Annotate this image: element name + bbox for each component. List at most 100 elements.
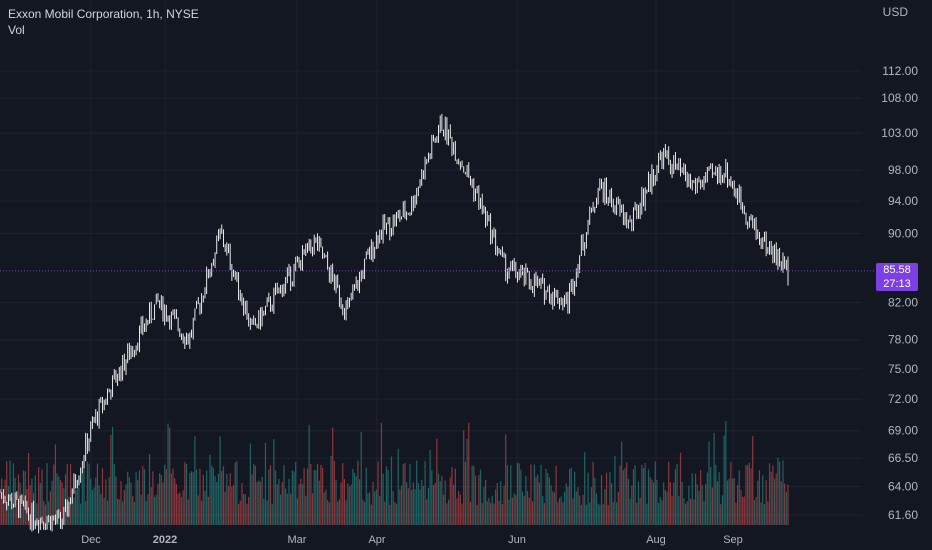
volume-bar: [241, 483, 243, 525]
volume-bar: [654, 461, 656, 525]
volume-bar: [592, 461, 594, 525]
volume-bar: [159, 473, 161, 525]
volume-bar: [369, 492, 371, 525]
volume-bar: [550, 485, 552, 525]
volume-indicator-label[interactable]: Vol: [8, 23, 25, 37]
volume-bar: [390, 456, 393, 525]
volume-bar: [162, 482, 164, 525]
volume-bar: [164, 464, 166, 525]
volume-bar: [300, 478, 302, 525]
volume-bar: [316, 464, 319, 525]
volume-bar: [63, 488, 65, 525]
volume-bar: [659, 496, 661, 525]
volume-bar: [201, 500, 203, 525]
volume-bar: [535, 477, 537, 525]
bar-countdown: 27:13: [883, 277, 911, 290]
volume-bar: [453, 484, 455, 525]
chart-legend: Exxon Mobil Corporation, 1h, NYSE Vol: [8, 6, 199, 38]
volume-bar: [508, 499, 510, 525]
volume-bar: [543, 503, 545, 525]
volume-bar: [652, 482, 655, 525]
volume-bar: [674, 469, 677, 525]
volume-bar: [75, 490, 77, 525]
volume-bar: [736, 485, 739, 525]
volume-bar: [46, 463, 48, 525]
volume-bar: [632, 468, 635, 525]
volume-bar: [59, 480, 62, 525]
volume-bar: [192, 472, 194, 525]
volume-bar: [137, 480, 139, 525]
volume-bar: [22, 470, 25, 525]
volume-bar: [310, 464, 312, 525]
volume-bar: [501, 504, 503, 525]
volume-bar: [610, 483, 613, 525]
volume-bar: [720, 504, 722, 525]
volume-bar: [456, 498, 458, 525]
volume-bar: [340, 482, 342, 525]
volume-bar: [108, 477, 110, 525]
volume-bar: [518, 463, 520, 525]
volume-bar: [765, 480, 767, 525]
volume-bar: [513, 493, 515, 525]
volume-bar: [135, 472, 137, 525]
price-tick-label: 94.00: [888, 194, 918, 208]
volume-bar: [466, 438, 468, 525]
volume-bar: [757, 480, 759, 525]
volume-bar: [353, 472, 356, 525]
volume-bar: [123, 490, 125, 525]
symbol-title[interactable]: Exxon Mobil Corporation, 1h, NYSE: [8, 7, 199, 21]
volume-bar: [745, 464, 747, 525]
volume-bar: [90, 478, 92, 525]
price-axis: 112.00 108.00 103.00 98.00 94.00 90.00 82.00 78…: [881, 64, 918, 522]
volume-bar: [177, 493, 179, 525]
volume-bar: [731, 478, 734, 525]
volume-bar: [170, 473, 172, 525]
volume-bar: [379, 495, 381, 525]
volume-bar: [711, 487, 713, 525]
volume-bar: [493, 503, 495, 525]
volume-bar: [621, 441, 623, 525]
volume-bar: [679, 452, 682, 525]
volume-bar: [404, 462, 406, 525]
volume-bar: [377, 461, 379, 525]
volume-bar: [537, 474, 539, 525]
volume-bar: [249, 443, 251, 525]
volume-bar: [469, 501, 472, 525]
volume-bar: [666, 491, 668, 525]
volume-bar: [106, 500, 109, 525]
volume-bar: [602, 504, 604, 525]
volume-bar: [350, 484, 352, 525]
volume-bar: [348, 486, 351, 525]
volume-bar: [516, 462, 519, 525]
volume-bar: [414, 489, 416, 525]
volume-bar: [362, 500, 364, 525]
volume-bar: [179, 492, 181, 525]
volume-bar: [98, 485, 100, 525]
volume-bar: [785, 492, 787, 525]
volume-bar: [530, 464, 532, 525]
volume-bar: [490, 502, 492, 525]
volume-bar: [515, 494, 517, 525]
volume-bar: [88, 463, 90, 525]
volume-bar: [132, 495, 134, 525]
volume-bar: [395, 504, 398, 525]
volume-bar: [505, 434, 507, 525]
volume-bar: [710, 466, 712, 525]
volume-bar: [394, 502, 396, 525]
volume-bar: [584, 452, 586, 525]
volume-bar: [787, 484, 789, 525]
volume-bar: [122, 501, 124, 525]
time-tick-label: Dec: [81, 534, 101, 546]
volume-bar: [693, 499, 695, 525]
volume-bar: [12, 463, 15, 525]
volume-bar: [683, 498, 685, 525]
volume-bar: [204, 491, 206, 525]
volume-bar: [224, 491, 226, 525]
volume-bar: [160, 475, 162, 525]
volume-bar: [436, 438, 438, 525]
volume-bar: [212, 467, 214, 525]
currency-label[interactable]: USD: [882, 5, 908, 19]
volume-bar: [542, 496, 544, 525]
